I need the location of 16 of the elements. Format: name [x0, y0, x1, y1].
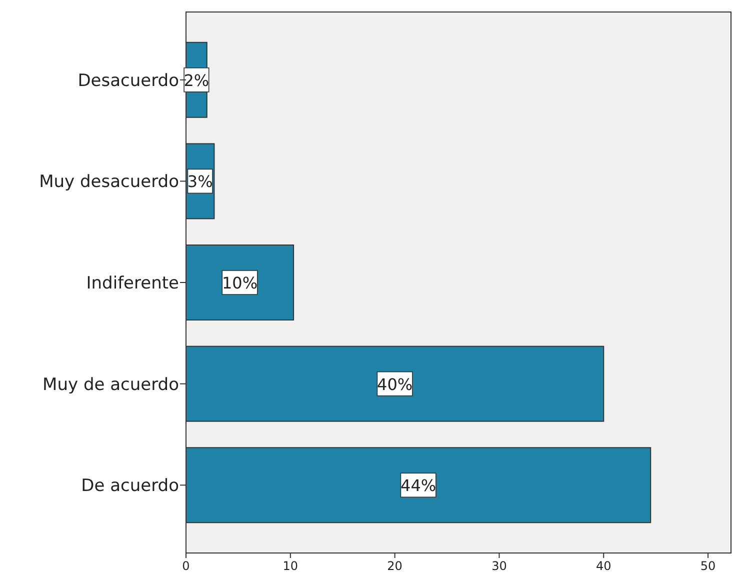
y-tick-label: Muy desacuerdo	[39, 172, 179, 192]
y-tick-label: Desacuerdo	[78, 70, 179, 91]
data-label: 3%	[187, 172, 213, 192]
data-label: 40%	[377, 374, 413, 394]
x-tick-label: 20	[387, 559, 402, 573]
data-label: 2%	[184, 70, 210, 90]
y-tick-label: Indiferente	[86, 274, 179, 294]
y-tick-label: Muy de acuerdo	[42, 374, 179, 395]
x-tick-label: 30	[492, 559, 507, 573]
y-tick-label: De acuerdo	[81, 476, 179, 496]
data-label: 44%	[400, 476, 436, 496]
x-tick-label: 0	[182, 559, 190, 573]
x-tick-label: 10	[282, 559, 298, 573]
x-tick-label: 40	[596, 559, 612, 573]
data-label: 10%	[222, 274, 258, 292]
x-tick-label: 50	[700, 559, 716, 573]
